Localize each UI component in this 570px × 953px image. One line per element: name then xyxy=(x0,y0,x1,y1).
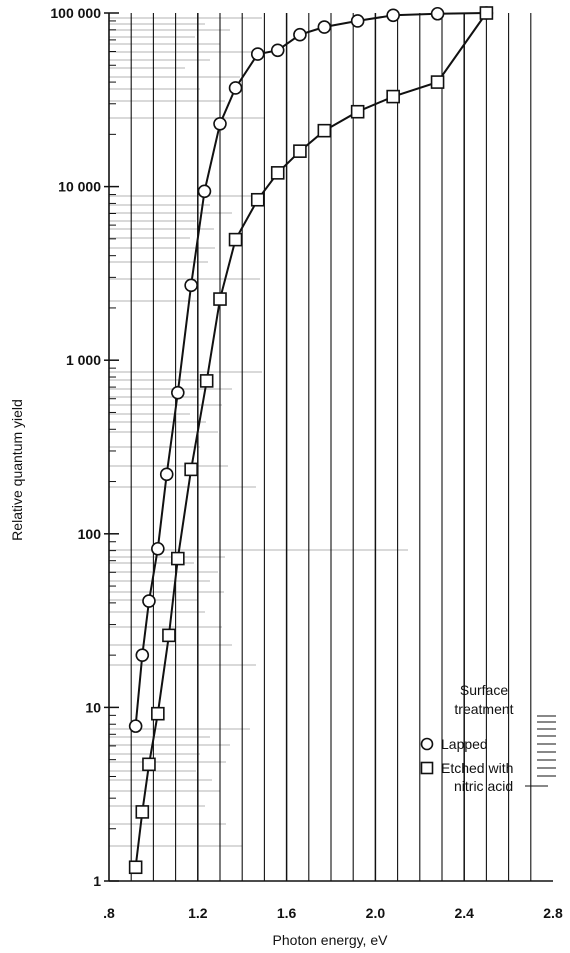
x-axis-label: Photon energy, eV xyxy=(273,932,389,948)
y-tick-label-2: 100 xyxy=(78,526,102,542)
point-etched-17 xyxy=(479,6,494,20)
plot-series xyxy=(128,6,494,875)
point-etched-10 xyxy=(250,192,265,207)
y-tick-label-4: 10 000 xyxy=(58,179,101,195)
point-etched-9 xyxy=(228,232,243,247)
point-etched-7 xyxy=(199,374,214,388)
x-tick-label-1: 1.2 xyxy=(188,905,208,921)
point-lapped-6 xyxy=(184,278,198,293)
point-lapped-8 xyxy=(213,117,227,131)
point-lapped-9 xyxy=(228,81,243,95)
point-lapped-11 xyxy=(270,43,285,58)
grid xyxy=(130,13,532,881)
point-etched-15 xyxy=(386,89,400,104)
y-tick-label-5: 100 000 xyxy=(50,5,101,21)
legend-lapped-marker xyxy=(420,737,434,751)
x-tick-label-4: 2.4 xyxy=(454,905,474,921)
point-lapped-7 xyxy=(197,184,212,199)
point-lapped-2 xyxy=(142,594,156,608)
point-lapped-3 xyxy=(151,541,165,556)
axes xyxy=(104,12,553,882)
point-etched-11 xyxy=(270,166,285,180)
legend-lapped-label: Lapped xyxy=(441,736,488,752)
point-lapped-12 xyxy=(293,27,307,42)
legend: Surface treatment Lapped Etched with nit… xyxy=(420,682,556,794)
legend-etched-label-line-2: nitric acid xyxy=(454,778,513,794)
x-tick-label-2: 1.6 xyxy=(277,905,297,921)
background-rules xyxy=(109,17,408,847)
point-lapped-1 xyxy=(135,648,150,662)
point-lapped-13 xyxy=(317,20,332,34)
x-tick-label-0: .8 xyxy=(103,905,115,921)
point-etched-1 xyxy=(135,805,150,819)
point-etched-13 xyxy=(317,123,332,138)
y-axis-label: Relative quantum yield xyxy=(9,399,25,541)
point-etched-4 xyxy=(162,628,176,643)
x-tick-label-5: 2.8 xyxy=(543,905,563,921)
y-tick-label-0: 1 xyxy=(93,873,101,889)
legend-etched-label-line-1: Etched with xyxy=(441,760,513,776)
point-etched-0 xyxy=(128,860,143,875)
tick-labels: 1 10 100 1 000 10 000 100 000 .8 1.2 1.6 2.0 2.4 2.… xyxy=(50,5,563,921)
y-tick-label-1: 10 xyxy=(85,699,101,715)
point-lapped-5 xyxy=(171,385,185,400)
point-lapped-14 xyxy=(350,14,365,28)
x-tick-label-3: 2.0 xyxy=(366,905,386,921)
point-etched-16 xyxy=(430,75,445,89)
point-etched-8 xyxy=(213,292,227,306)
point-etched-5 xyxy=(171,551,185,566)
point-etched-6 xyxy=(184,462,198,477)
legend-title-line-1: Surface xyxy=(460,682,508,698)
legend-rule-ticks xyxy=(537,715,556,777)
point-etched-2 xyxy=(142,757,156,772)
legend-etched-marker xyxy=(420,761,434,775)
point-lapped-10 xyxy=(250,47,265,61)
point-etched-3 xyxy=(151,706,165,721)
point-etched-14 xyxy=(350,104,365,119)
point-lapped-4 xyxy=(159,467,174,482)
point-etched-12 xyxy=(293,144,307,158)
legend-title-line-2: treatment xyxy=(454,701,513,717)
point-lapped-0 xyxy=(128,719,143,733)
point-lapped-15 xyxy=(386,8,400,23)
y-tick-label-3: 1 000 xyxy=(66,352,101,368)
point-lapped-16 xyxy=(430,6,445,21)
